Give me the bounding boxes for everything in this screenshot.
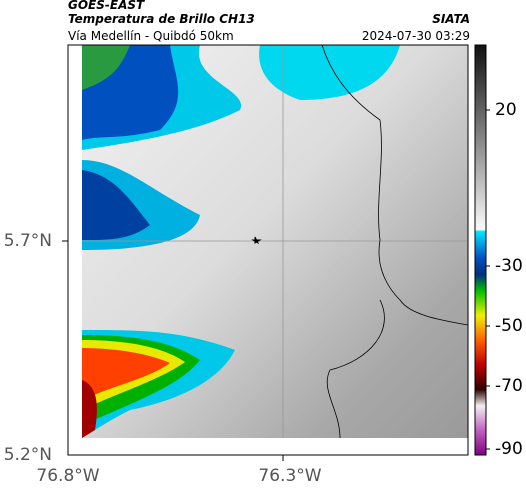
datetime: 2024-07-30 03:29 <box>362 29 470 43</box>
colorbar-label: -90 <box>495 439 523 459</box>
colorbar-label: -70 <box>495 376 523 396</box>
source: SIATA <box>432 12 470 26</box>
lon-label: 76.3°W <box>258 466 321 486</box>
satellite-image <box>82 45 468 438</box>
colorbar-label: -50 <box>495 316 523 336</box>
colorbar <box>474 44 487 456</box>
map-frame <box>67 44 469 456</box>
lat-label: 5.2°N <box>4 445 52 465</box>
lon-label: 76.8°W <box>36 466 99 486</box>
route: Vía Medellín - Quibdó 50km <box>68 29 234 43</box>
subtitle: Temperatura de Brillo CH13 <box>68 12 255 26</box>
title: GOES-EAST <box>68 0 145 12</box>
colorbar-label: -30 <box>495 256 523 276</box>
colorbar-label: 20 <box>495 100 517 120</box>
lat-label: 5.7°N <box>4 231 52 251</box>
